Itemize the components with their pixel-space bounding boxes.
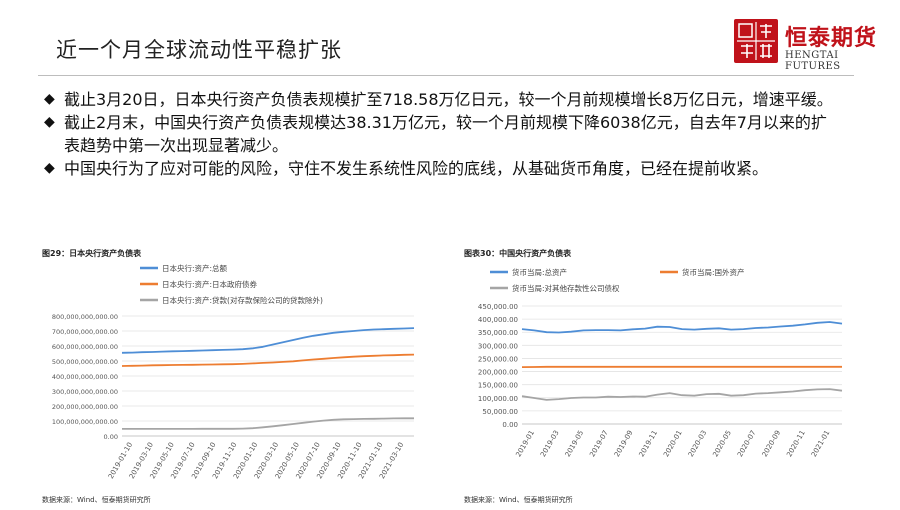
y-tick-label: 200,000.00 <box>478 369 518 377</box>
y-tick-label: 100,000.00 <box>478 395 518 403</box>
y-tick-label: 700,000,000,000.00 <box>52 328 118 336</box>
y-tick-label: 300,000.00 <box>478 342 518 350</box>
x-tick-label: 2020-07 <box>736 429 758 458</box>
y-tick-label: 50,000.00 <box>482 408 518 416</box>
x-tick-label: 2019-05 <box>564 429 586 458</box>
legend-label: 货币当局:国外资产 <box>682 267 745 277</box>
y-tick-label: 400,000,000,000.00 <box>52 373 118 381</box>
chart-title: 图29：日本央行资产负债表 <box>42 248 142 258</box>
y-tick-label: 0.00 <box>104 433 118 441</box>
chart-source: 数据来源：Wind、恒泰期货研究所 <box>464 495 573 504</box>
y-tick-label: 100,000,000,000.00 <box>52 418 118 426</box>
diamond-bullet-icon: ◆ <box>44 111 55 134</box>
bullet-item: ◆ 截止2月末，中国央行资产负债表规模达38.31万亿元，较一个月前规模下降60… <box>44 111 834 157</box>
seal-icon <box>733 18 779 64</box>
x-tick-label: 2020-03 <box>687 429 709 458</box>
legend-label: 货币当局:对其他存款性公司债权 <box>512 283 620 293</box>
y-tick-label: 350,000.00 <box>478 329 518 337</box>
y-tick-label: 600,000,000,000.00 <box>52 343 118 351</box>
boj-balance-sheet-chart: 图29：日本央行资产负债表日本央行:资产:总额日本央行:资产:日本政府债券日本央… <box>38 244 428 506</box>
x-tick-label: 2019-07 <box>588 429 610 458</box>
x-tick-label: 2019-11 <box>638 429 660 458</box>
bullet-item: ◆ 中国央行为了应对可能的风险，守住不发生系统性风险的底线，从基础货币角度，已经… <box>44 157 834 180</box>
y-tick-label: 250,000.00 <box>478 355 518 363</box>
y-tick-label: 400,000.00 <box>478 316 518 324</box>
logo-name: 恒泰期货 <box>785 20 877 52</box>
bullet-text: 截止2月末，中国央行资产负债表规模达38.31万亿元，较一个月前规模下降6038… <box>64 113 827 155</box>
x-tick-label: 2021-01 <box>810 429 832 458</box>
bullet-text: 截止3月20日，日本央行资产负债表规模扩至718.58万亿日元，较一个月前规模增… <box>64 90 833 109</box>
x-tick-label: 2019-09 <box>613 429 635 458</box>
chart-panel-boj: 图29：日本央行资产负债表日本央行:资产:总额日本央行:资产:日本政府债券日本央… <box>38 244 428 506</box>
y-tick-label: 800,000,000,000.00 <box>52 313 118 321</box>
bullet-item: ◆ 截止3月20日，日本央行资产负债表规模扩至718.58万亿日元，较一个月前规… <box>44 88 834 111</box>
series-line <box>122 355 414 366</box>
y-tick-label: 500,000,000,000.00 <box>52 358 118 366</box>
y-tick-label: 450,000.00 <box>478 303 518 311</box>
legend-label: 货币当局:总资产 <box>512 267 567 277</box>
series-line <box>122 328 414 353</box>
y-tick-label: 150,000.00 <box>478 382 518 390</box>
chart-title: 图表30：中国央行资产负债表 <box>464 248 572 258</box>
diamond-bullet-icon: ◆ <box>44 88 55 111</box>
y-tick-label: 0.00 <box>502 421 518 429</box>
legend-label: 日本央行:资产:总额 <box>162 263 228 273</box>
diamond-bullet-icon: ◆ <box>44 157 55 180</box>
legend-label: 日本央行:资产:贷款(对存款保险公司的贷款除外) <box>162 295 323 305</box>
bullet-list: ◆ 截止3月20日，日本央行资产负债表规模扩至718.58万亿日元，较一个月前规… <box>44 88 834 180</box>
x-tick-label: 2019-01 <box>514 429 536 458</box>
y-tick-label: 300,000,000,000.00 <box>52 388 118 396</box>
y-tick-label: 200,000,000,000.00 <box>52 403 118 411</box>
slide-title: 近一个月全球流动性平稳扩张 <box>56 34 342 64</box>
x-tick-label: 2020-11 <box>785 429 807 458</box>
chart-panel-pboc: 图表30：中国央行资产负债表货币当局:总资产 货币当局:国外资产货币当局:对其他存… <box>462 244 860 506</box>
x-tick-label: 2020-01 <box>662 429 684 458</box>
legend-label: 日本央行:资产:日本政府债券 <box>162 279 258 289</box>
title-divider <box>38 75 854 76</box>
series-line <box>522 322 842 333</box>
x-tick-label: 2019-03 <box>539 429 561 458</box>
series-line <box>522 389 842 400</box>
bullet-text: 中国央行为了应对可能的风险，守住不发生系统性风险的底线，从基础货币角度，已经在提… <box>64 159 768 178</box>
x-tick-label: 2020-05 <box>711 429 733 458</box>
chart-source: 数据来源：Wind、恒泰期货研究所 <box>42 495 151 504</box>
logo-english-name: HENGTAI FUTURES <box>785 50 883 72</box>
company-logo: 恒泰期货 HENGTAI FUTURES <box>733 18 883 70</box>
x-tick-label: 2020-09 <box>761 429 783 458</box>
series-line <box>122 418 414 429</box>
